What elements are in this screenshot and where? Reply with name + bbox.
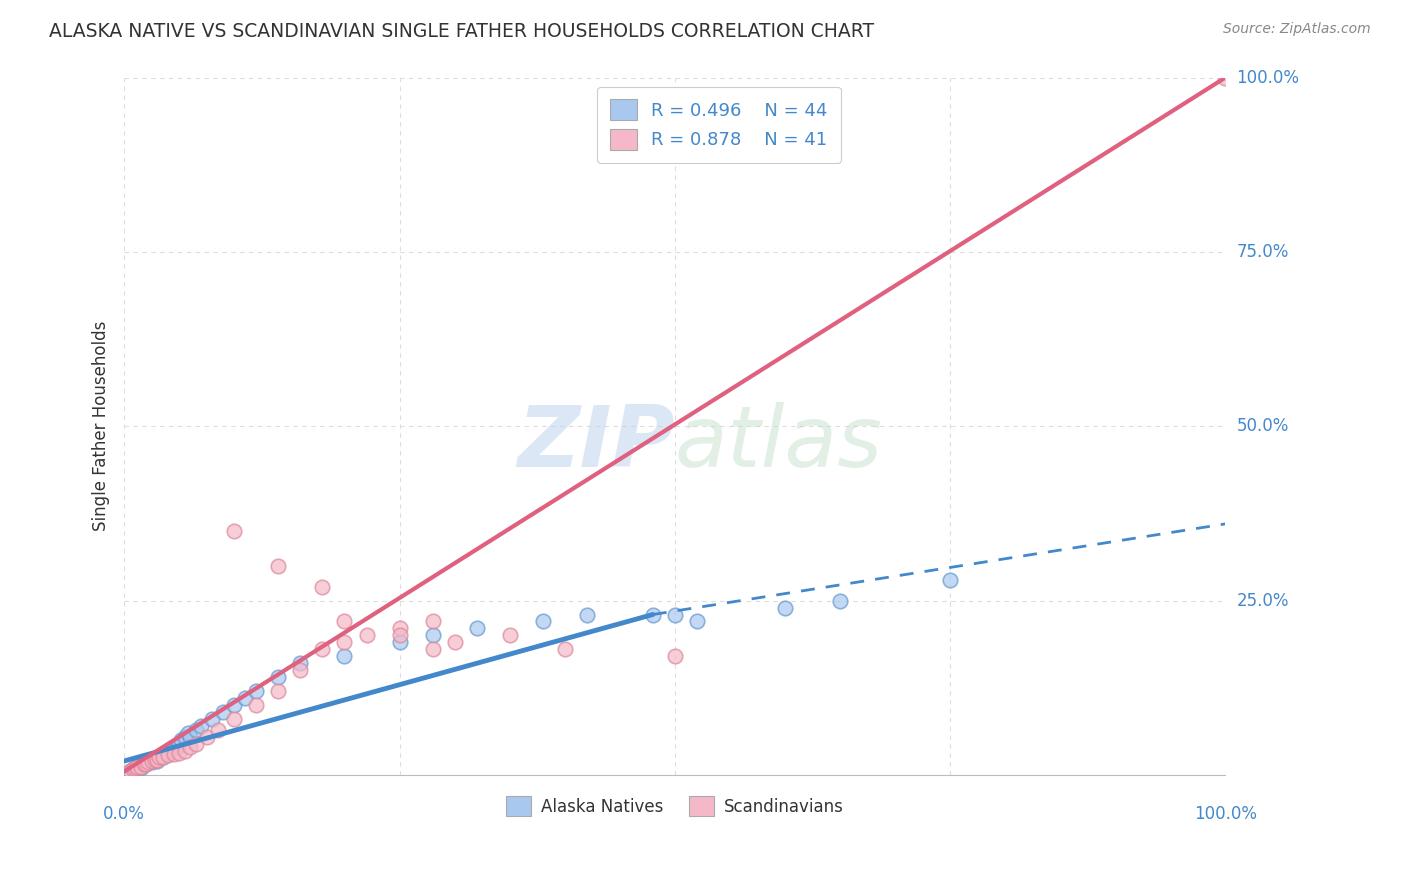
Point	[207, 723, 229, 737]
Point	[443, 635, 465, 649]
Text: ZIP: ZIP	[517, 402, 675, 485]
Point	[267, 558, 290, 573]
Point	[173, 743, 195, 757]
Point	[498, 628, 520, 642]
Point	[138, 754, 160, 768]
Point	[132, 757, 155, 772]
Point	[135, 757, 157, 772]
Point	[333, 615, 356, 629]
Text: 25.0%: 25.0%	[1237, 591, 1289, 609]
Point	[157, 747, 180, 761]
Point	[141, 754, 163, 768]
Point	[143, 753, 166, 767]
Point	[311, 580, 333, 594]
Point	[127, 759, 149, 773]
Point	[235, 691, 257, 706]
Text: 0.0%: 0.0%	[103, 805, 145, 823]
Point	[267, 670, 290, 684]
Text: 75.0%: 75.0%	[1237, 243, 1289, 260]
Point	[773, 600, 796, 615]
Point	[388, 635, 411, 649]
Point	[190, 719, 212, 733]
Point	[138, 756, 160, 770]
Point	[465, 622, 488, 636]
Point	[195, 730, 218, 744]
Point	[554, 642, 576, 657]
Point	[152, 750, 174, 764]
Point	[422, 642, 444, 657]
Point	[422, 615, 444, 629]
Point	[146, 754, 169, 768]
Point	[184, 737, 207, 751]
Legend: Alaska Natives, Scandinavians: Alaska Natives, Scandinavians	[499, 789, 851, 822]
Point	[122, 762, 145, 776]
Text: 100.0%: 100.0%	[1237, 69, 1299, 87]
Point	[159, 743, 181, 757]
Point	[152, 750, 174, 764]
Point	[155, 747, 177, 761]
Point	[664, 649, 686, 664]
Point	[333, 635, 356, 649]
Point	[148, 750, 170, 764]
Text: 100.0%: 100.0%	[1194, 805, 1257, 823]
Point	[422, 628, 444, 642]
Point	[388, 622, 411, 636]
Text: ALASKA NATIVE VS SCANDINAVIAN SINGLE FATHER HOUSEHOLDS CORRELATION CHART: ALASKA NATIVE VS SCANDINAVIAN SINGLE FAT…	[49, 22, 875, 41]
Point	[311, 642, 333, 657]
Point	[224, 712, 246, 726]
Point	[179, 739, 201, 754]
Point	[143, 753, 166, 767]
Point	[148, 750, 170, 764]
Point	[127, 759, 149, 773]
Text: Source: ZipAtlas.com: Source: ZipAtlas.com	[1223, 22, 1371, 37]
Point	[163, 747, 186, 761]
Point	[224, 524, 246, 538]
Point	[141, 756, 163, 770]
Point	[290, 663, 312, 677]
Point	[245, 684, 267, 698]
Point	[118, 764, 141, 779]
Point	[531, 615, 554, 629]
Point	[184, 723, 207, 737]
Point	[388, 628, 411, 642]
Point	[245, 698, 267, 713]
Text: 50.0%: 50.0%	[1237, 417, 1289, 435]
Point	[169, 746, 191, 760]
Point	[828, 593, 851, 607]
Point	[129, 761, 152, 775]
Point	[664, 607, 686, 622]
Point	[686, 615, 709, 629]
Point	[290, 657, 312, 671]
Point	[122, 762, 145, 776]
Point	[146, 753, 169, 767]
Point	[129, 759, 152, 773]
Point	[179, 730, 201, 744]
Point	[135, 757, 157, 772]
Point	[333, 649, 356, 664]
Point	[132, 757, 155, 772]
Point	[124, 761, 146, 775]
Point	[166, 739, 188, 754]
Point	[267, 684, 290, 698]
Point	[118, 764, 141, 779]
Point	[356, 628, 378, 642]
Point	[641, 607, 664, 622]
Point	[201, 712, 224, 726]
Point	[124, 761, 146, 775]
Point	[177, 726, 200, 740]
Text: atlas: atlas	[675, 402, 883, 485]
Y-axis label: Single Father Households: Single Father Households	[93, 321, 110, 532]
Point	[157, 748, 180, 763]
Point	[1215, 70, 1237, 85]
Point	[169, 737, 191, 751]
Point	[170, 733, 193, 747]
Point	[224, 698, 246, 713]
Point	[939, 573, 962, 587]
Point	[212, 705, 235, 719]
Point	[163, 739, 186, 754]
Point	[173, 730, 195, 744]
Point	[575, 607, 598, 622]
